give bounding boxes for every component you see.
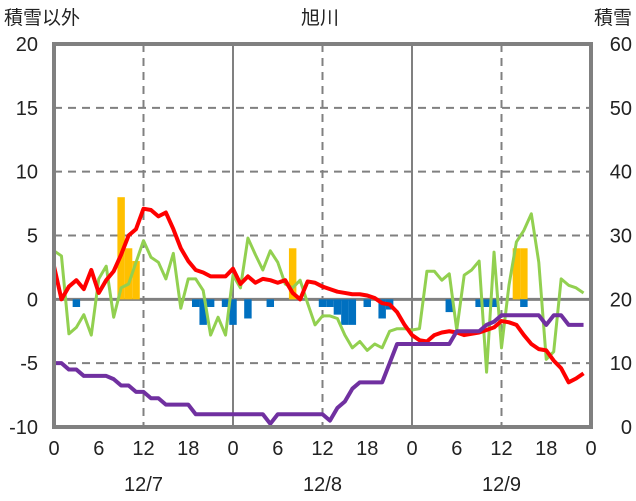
y-right-tick-label: 30 xyxy=(610,226,632,248)
y-left-tick-label: 5 xyxy=(27,226,38,248)
blue-bar xyxy=(229,299,237,325)
yellow-bar xyxy=(132,261,140,300)
blue-bar xyxy=(326,299,334,307)
blue-bar xyxy=(482,299,491,307)
right-axis-label: 積雪 xyxy=(594,7,632,29)
grid xyxy=(54,44,591,427)
x-tick-label: 18 xyxy=(177,438,199,460)
blue-bar xyxy=(445,299,454,313)
left-axis-label: 積雪以外 xyxy=(4,7,80,29)
blue-bar xyxy=(363,299,371,307)
date-label: 12/8 xyxy=(303,474,342,496)
date-label: 12/9 xyxy=(482,474,521,496)
red-line xyxy=(52,206,585,385)
x-tick-label: 6 xyxy=(272,438,283,460)
blue-bar xyxy=(475,299,483,307)
blue-bar xyxy=(490,299,498,307)
blue-bar xyxy=(72,299,81,307)
x-tick-label: 0 xyxy=(585,438,596,460)
x-tick-label: 18 xyxy=(356,438,378,460)
blue-bar xyxy=(348,299,357,325)
x-tick-label: 6 xyxy=(93,438,104,460)
x-tick-label: 12 xyxy=(132,438,154,460)
blue-bar xyxy=(333,299,342,315)
yellow-bar xyxy=(117,197,125,300)
lines xyxy=(52,206,585,426)
x-tick-label: 0 xyxy=(406,438,417,460)
y-left-tick-label: -10 xyxy=(9,417,38,439)
blue-bar xyxy=(266,299,275,307)
purple-line xyxy=(54,313,584,426)
y-left-tick-label: 15 xyxy=(16,98,38,120)
y-left-tick-label: 0 xyxy=(27,289,38,311)
y-left-tick-label: 10 xyxy=(16,162,38,184)
chart-title: 旭川 xyxy=(301,7,339,29)
blue-bar xyxy=(341,299,349,325)
y-right-tick-label: 20 xyxy=(610,289,632,311)
y-right-tick-label: 40 xyxy=(610,162,632,184)
y-right-tick-label: 60 xyxy=(610,34,632,56)
x-tick-label: 6 xyxy=(451,438,462,460)
blue-bar xyxy=(191,299,200,307)
blue-bar xyxy=(318,299,327,307)
blue-bar xyxy=(199,299,207,325)
plot-border xyxy=(52,42,593,429)
x-tick-label: 18 xyxy=(535,438,557,460)
blue-bar xyxy=(520,299,528,307)
y-left-tick-label: 20 xyxy=(16,34,38,56)
plot-frame xyxy=(52,42,593,429)
blue-bar xyxy=(206,299,215,307)
y-right-tick-label: 0 xyxy=(621,417,632,439)
yellow-bar xyxy=(288,248,297,300)
yellow-bar xyxy=(512,248,521,300)
yellow-bar xyxy=(520,248,528,300)
blue-bar xyxy=(378,299,386,319)
x-tick-label: 12 xyxy=(311,438,333,460)
yellow-bar xyxy=(124,248,133,300)
y-right-tick-label: 50 xyxy=(610,98,632,120)
y-left-tick-label: -5 xyxy=(20,353,38,375)
date-label: 12/7 xyxy=(124,474,163,496)
x-tick-label: 12 xyxy=(490,438,512,460)
green-line xyxy=(53,212,585,374)
x-tick-label: 0 xyxy=(227,438,238,460)
blue-bar xyxy=(244,299,252,319)
blue-bar xyxy=(221,299,230,307)
x-tick-label: 0 xyxy=(48,438,59,460)
y-right-tick-label: 10 xyxy=(610,353,632,375)
